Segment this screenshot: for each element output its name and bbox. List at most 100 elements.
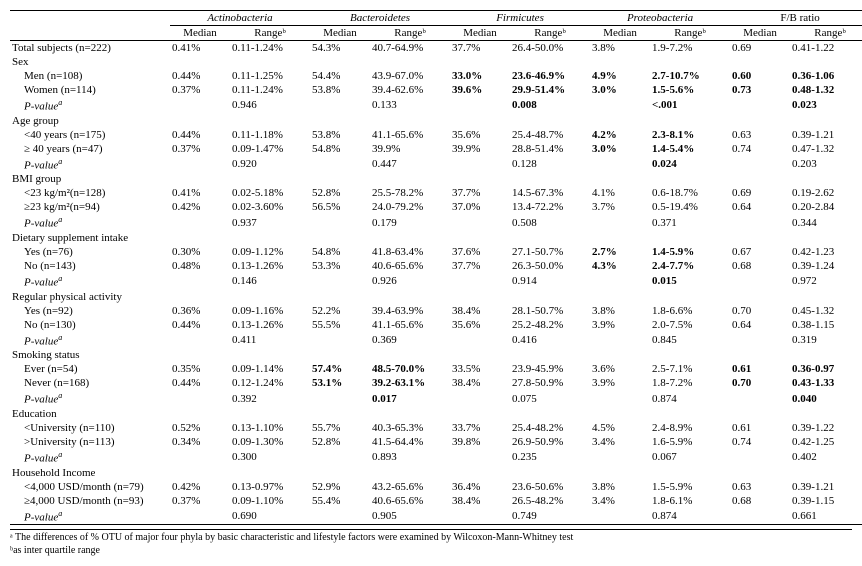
group-label: Household Income [10,466,862,480]
sub-header: Rangeᵇ [790,26,862,41]
pvalue-blank [450,332,510,349]
range-cell: 41.1-65.6% [370,318,450,332]
row-label: ≥ 40 years (n=47) [10,142,170,156]
median-cell: 52.2% [310,304,370,318]
median-cell: 4.3% [590,259,650,273]
range-cell: 0.09-1.16% [230,304,310,318]
row-label: Never (n=168) [10,376,170,390]
range-cell: 1.9-7.2% [650,41,730,56]
sub-header: Median [730,26,790,41]
pvalue-cell: 0.411 [230,332,310,349]
median-cell: 0.44% [170,69,230,83]
pvalue-blank [730,508,790,525]
group-label: Regular physical activity [10,290,862,304]
pvalue-blank [450,273,510,290]
median-cell: 0.44% [170,128,230,142]
pvalue-blank [590,97,650,114]
phylum-header: Firmicutes [450,11,590,26]
median-cell: 0.60 [730,69,790,83]
range-cell: 0.39-1.15 [790,494,862,508]
pvalue-cell: 0.661 [790,508,862,525]
pvalue-blank [590,390,650,407]
pvalue-blank [590,332,650,349]
median-cell: 3.6% [590,362,650,376]
range-cell: 1.8-6.6% [650,304,730,318]
median-cell: 39.6% [450,83,510,97]
pvalue-cell: 0.023 [790,97,862,114]
range-cell: 0.11-1.18% [230,128,310,142]
median-cell: 53.1% [310,376,370,390]
median-cell: 3.7% [590,200,650,214]
pvalue-label: P-valuea [10,273,170,290]
range-cell: 28.8-51.4% [510,142,590,156]
pvalue-blank [730,97,790,114]
row-label: Women (n=114) [10,83,170,97]
pvalue-blank [170,332,230,349]
row-label: Total subjects (n=222) [10,41,170,56]
range-cell: 41.8-63.4% [370,245,450,259]
range-cell: 25.4-48.7% [510,128,590,142]
pvalue-cell: 0.690 [230,508,310,525]
range-cell: 0.48-1.32 [790,83,862,97]
median-cell: 37.7% [450,41,510,56]
pvalue-blank [450,156,510,173]
range-cell: 0.11-1.24% [230,41,310,56]
median-cell: 56.5% [310,200,370,214]
pvalue-blank [590,449,650,466]
pvalue-cell: 0.874 [650,508,730,525]
range-cell: 0.39-1.21 [790,128,862,142]
row-label: <23 kg/m²(n=128) [10,186,170,200]
median-cell: 33.0% [450,69,510,83]
median-cell: 54.4% [310,69,370,83]
range-cell: 1.6-5.9% [650,435,730,449]
pvalue-blank [170,156,230,173]
median-cell: 0.37% [170,494,230,508]
range-cell: 25.2-48.2% [510,318,590,332]
pvalue-blank [310,390,370,407]
sub-header: Rangeᵇ [650,26,730,41]
pvalue-blank [170,97,230,114]
median-cell: 33.5% [450,362,510,376]
range-cell: 29.9-51.4% [510,83,590,97]
pvalue-blank [310,449,370,466]
median-cell: 0.64 [730,318,790,332]
range-cell: 2.4-8.9% [650,421,730,435]
median-cell: 53.8% [310,128,370,142]
range-cell: 48.5-70.0% [370,362,450,376]
pvalue-blank [730,332,790,349]
pvalue-blank [450,214,510,231]
median-cell: 0.42% [170,200,230,214]
median-cell: 0.73 [730,83,790,97]
pvalue-cell: 0.905 [370,508,450,525]
pvalue-blank [170,390,230,407]
pvalue-blank [590,273,650,290]
pvalue-cell: 0.926 [370,273,450,290]
range-cell: 0.11-1.24% [230,83,310,97]
range-cell: 39.2-63.1% [370,376,450,390]
median-cell: 38.4% [450,494,510,508]
range-cell: 2.0-7.5% [650,318,730,332]
range-cell: 0.39-1.21 [790,480,862,494]
pvalue-label: P-valuea [10,156,170,173]
pvalue-cell: 0.179 [370,214,450,231]
pvalue-label: P-valuea [10,390,170,407]
phylum-header: F/B ratio [730,11,862,26]
sub-header: Rangeᵇ [230,26,310,41]
range-cell: 39.4-62.6% [370,83,450,97]
median-cell: 0.64 [730,200,790,214]
pvalue-cell: <.001 [650,97,730,114]
median-cell: 54.8% [310,142,370,156]
range-cell: 39.9% [370,142,450,156]
median-cell: 0.44% [170,376,230,390]
row-label: <40 years (n=175) [10,128,170,142]
range-cell: 0.11-1.25% [230,69,310,83]
pvalue-blank [450,508,510,525]
range-cell: 25.5-78.2% [370,186,450,200]
range-cell: 2.7-10.7% [650,69,730,83]
range-cell: 0.42-1.25 [790,435,862,449]
median-cell: 52.9% [310,480,370,494]
pvalue-cell: 0.133 [370,97,450,114]
median-cell: 3.8% [590,304,650,318]
median-cell: 0.61 [730,362,790,376]
phylum-header: Proteobacteria [590,11,730,26]
